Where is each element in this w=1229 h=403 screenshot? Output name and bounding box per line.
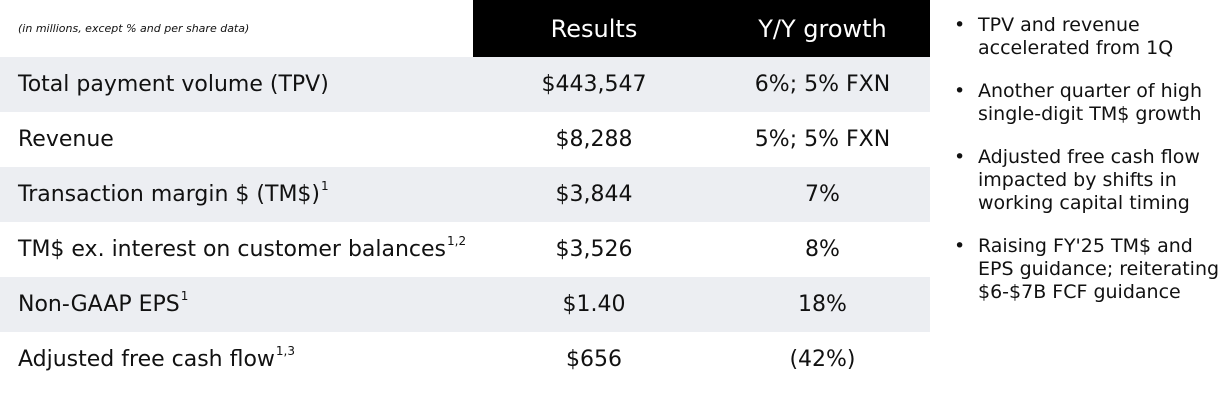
table-row: Non-GAAP EPS 1 $1.40 18% (0, 277, 930, 332)
results-value: $1.40 (562, 292, 626, 317)
column-header: Y/Y growth (715, 0, 930, 57)
row-label-cell: Total payment volume (TPV) (18, 57, 329, 112)
footnote-marker: 1,3 (275, 343, 296, 358)
growth-value: 6%; 5% FXN (754, 72, 891, 97)
results-value: $8,288 (555, 127, 633, 152)
table-row: Transaction margin $ (TM$) 1 $3,844 7% (0, 167, 930, 222)
footnote-marker: 1 (321, 178, 329, 193)
bullet-list: TPV and revenue accelerated from 1Q Anoth… (950, 14, 1225, 324)
row-label: Adjusted free cash flow (18, 347, 275, 372)
row-label-cell: TM$ ex. interest on customer balances 1,2 (18, 222, 466, 277)
footnote-marker: 1 (180, 288, 189, 303)
table-row: TM$ ex. interest on customer balances 1,2… (0, 222, 930, 277)
column-header: Results (473, 0, 715, 57)
growth-value: 5%; 5% FXN (754, 127, 891, 152)
table-row: Adjusted free cash flow 1,3 $656 (42%) (0, 332, 930, 387)
growth-value: 7% (805, 182, 840, 207)
row-label: Non-GAAP EPS (18, 292, 180, 317)
table-note: (in millions, except % and per share dat… (18, 22, 250, 35)
growth-value: (42%) (789, 347, 856, 372)
growth-value: 8% (805, 237, 840, 262)
bullet-item: Adjusted free cash flow impacted by shif… (950, 146, 1225, 215)
row-label: TM$ ex. interest on customer balances (18, 237, 447, 262)
bullet-item: Raising FY'25 TM$ and EPS guidance; reit… (950, 235, 1225, 304)
results-value: $3,844 (555, 182, 633, 207)
row-label: Transaction margin $ (TM$) (18, 182, 321, 207)
row-label-cell: Non-GAAP EPS 1 (18, 277, 188, 332)
results-table: (in millions, except % and per share dat… (0, 0, 930, 387)
row-label-cell: Adjusted free cash flow 1,3 (18, 332, 295, 387)
table-row: Revenue $8,288 5%; 5% FXN (0, 112, 930, 167)
results-value: $443,547 (541, 72, 647, 97)
table-row: Total payment volume (TPV) $443,547 6%; 5%… (0, 57, 930, 112)
row-label: Revenue (18, 127, 114, 152)
results-value: $656 (566, 347, 622, 372)
header-row: (in millions, except % and per share dat… (0, 0, 930, 57)
bullet-item: Another quarter of high single-digit TM$… (950, 80, 1225, 126)
row-label-cell: Transaction margin $ (TM$) 1 (18, 167, 329, 222)
row-label-cell: Revenue (18, 112, 114, 167)
footnote-marker: 1,2 (447, 233, 467, 248)
bullet-item: TPV and revenue accelerated from 1Q (950, 14, 1225, 60)
results-value: $3,526 (555, 237, 633, 262)
growth-value: 18% (798, 292, 847, 317)
row-label: Total payment volume (TPV) (18, 72, 329, 97)
